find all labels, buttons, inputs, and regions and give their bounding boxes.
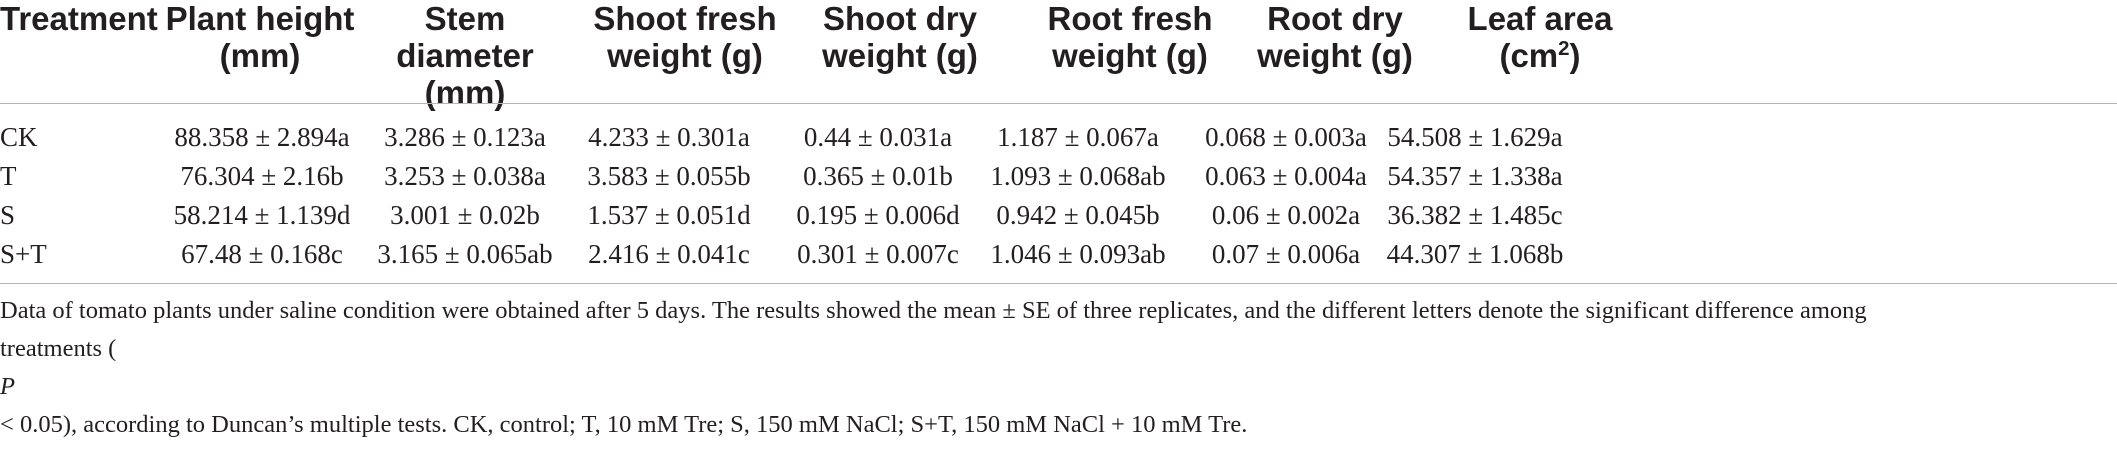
header-shoot-dry-weight: Shoot dry weight (g)	[790, 0, 1010, 74]
header-shoot-fresh-weight: Shoot fresh weight (g)	[565, 0, 805, 74]
header-line: Leaf area	[1467, 0, 1613, 37]
cell-treatment: CK	[0, 122, 38, 152]
cell-leaf-area: 44.307 ± 1.068b	[1386, 239, 1564, 269]
header-stem-diameter: Stem diameter (mm)	[365, 0, 565, 111]
cell-root-dry-weight: 0.068 ± 0.003a	[1205, 122, 1367, 152]
footnote-line: treatments ( P < 0.05), according to Dunc…	[0, 330, 2117, 444]
header-line: weight (g)	[607, 37, 763, 74]
header-line: weight (g)	[1052, 37, 1208, 74]
cell-root-fresh-weight: 1.093 ± 0.068ab	[990, 161, 1166, 191]
footnote-text: < 0.05), according to Duncan’s multiple …	[0, 411, 1248, 438]
cell-shoot-fresh-weight: 4.233 ± 0.301a	[588, 122, 750, 152]
cell-plant-height: 88.358 ± 2.894a	[174, 122, 350, 152]
cell-root-fresh-weight: 0.942 ± 0.045b	[996, 200, 1160, 230]
cell-treatment: S+T	[0, 239, 47, 269]
header-unit: (cm	[1499, 37, 1559, 74]
cell-leaf-area: 54.508 ± 1.629a	[1387, 122, 1563, 152]
cell-shoot-dry-weight: 0.301 ± 0.007c	[797, 239, 959, 269]
cell-leaf-area: 54.357 ± 1.338a	[1387, 161, 1563, 191]
cell-root-fresh-weight: 1.187 ± 0.067a	[997, 122, 1159, 152]
header-line: diameter	[396, 37, 534, 74]
cell-root-dry-weight: 0.07 ± 0.006a	[1211, 239, 1361, 269]
cell-shoot-dry-weight: 0.195 ± 0.006d	[796, 200, 960, 230]
header-line: Shoot fresh	[593, 0, 777, 37]
header-line: (mm)	[219, 37, 301, 74]
cell-stem-diameter: 3.286 ± 0.123a	[384, 122, 546, 152]
cell-plant-height: 58.214 ± 1.139d	[173, 200, 351, 230]
cell-plant-height: 76.304 ± 2.16b	[180, 161, 344, 191]
footnote-p-symbol: P	[0, 373, 15, 400]
table-bottom-divider	[0, 283, 2117, 284]
header-line: (mm)	[424, 74, 506, 111]
header-line: weight (g)	[1257, 37, 1413, 74]
header-line: weight (g)	[822, 37, 978, 74]
cell-treatment: S	[0, 200, 16, 230]
header-leaf-area: Leaf area (cm2)	[1420, 0, 1660, 74]
cell-shoot-dry-weight: 0.44 ± 0.031a	[803, 122, 953, 152]
header-unit-exponent: 2	[1558, 37, 1570, 60]
footnote-text: treatments (	[0, 335, 117, 362]
cell-plant-height: 67.48 ± 0.168c	[181, 239, 343, 269]
header-line: Root fresh	[1047, 0, 1213, 37]
cell-leaf-area: 36.382 ± 1.485c	[1387, 200, 1563, 230]
header-line: Stem	[424, 0, 506, 37]
cell-shoot-fresh-weight: 3.583 ± 0.055b	[587, 161, 751, 191]
header-plant-height: Plant height (mm)	[160, 0, 360, 74]
cell-root-dry-weight: 0.063 ± 0.004a	[1205, 161, 1367, 191]
cell-treatment: T	[0, 161, 17, 191]
header-line: Plant height	[165, 0, 355, 37]
cell-stem-diameter: 3.253 ± 0.038a	[384, 161, 546, 191]
header-line: Root dry	[1267, 0, 1403, 37]
footnote-line: Data of tomato plants under saline condi…	[0, 297, 1867, 324]
header-line: (cm2)	[1420, 37, 1660, 74]
table-footnote: Data of tomato plants under saline condi…	[0, 292, 2117, 444]
header-root-dry-weight: Root dry weight (g)	[1225, 0, 1445, 74]
cell-stem-diameter: 3.165 ± 0.065ab	[377, 239, 553, 269]
header-treatment: Treatment	[0, 0, 158, 37]
cell-shoot-fresh-weight: 2.416 ± 0.041c	[588, 239, 750, 269]
cell-shoot-fresh-weight: 1.537 ± 0.051d	[587, 200, 751, 230]
cell-shoot-dry-weight: 0.365 ± 0.01b	[803, 161, 953, 191]
cell-root-dry-weight: 0.06 ± 0.002a	[1211, 200, 1361, 230]
header-unit-close: )	[1569, 37, 1581, 74]
header-root-fresh-weight: Root fresh weight (g)	[1010, 0, 1250, 74]
cell-stem-diameter: 3.001 ± 0.02b	[390, 200, 540, 230]
header-divider	[0, 103, 2117, 104]
cell-root-fresh-weight: 1.046 ± 0.093ab	[990, 239, 1166, 269]
header-line: Treatment	[0, 0, 158, 37]
header-line: Shoot dry	[823, 0, 977, 37]
